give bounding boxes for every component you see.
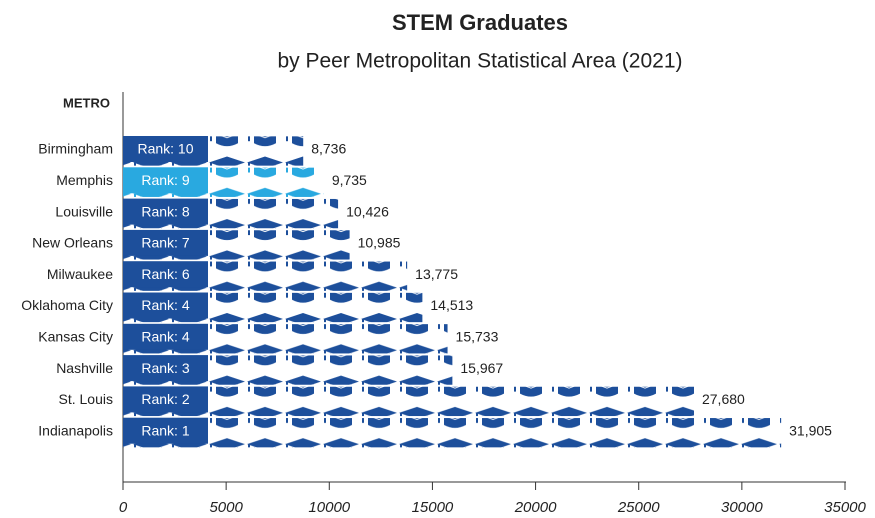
bar [123, 386, 694, 417]
value-label: 13,775 [415, 266, 458, 282]
value-label: 31,905 [789, 422, 832, 438]
y-tick-label: Memphis [56, 172, 113, 188]
x-tick-label: 10000 [308, 499, 350, 516]
rank-box [123, 136, 208, 162]
rank-label: Rank: 1 [141, 422, 189, 438]
rank-label: Rank: 8 [141, 203, 189, 219]
x-tick-label: 5000 [209, 499, 243, 516]
x-tick-label: 25000 [617, 499, 660, 516]
value-label: 14,513 [430, 297, 473, 313]
value-label: 27,680 [702, 391, 745, 407]
rank-label: Rank: 4 [141, 329, 189, 345]
y-tick-label: Birmingham [38, 141, 113, 157]
y-tick-label: St. Louis [59, 391, 113, 407]
x-tick-label: 20000 [514, 499, 557, 516]
value-label: 9,735 [332, 172, 367, 188]
y-tick-label: Oklahoma City [21, 297, 113, 313]
chart-subtitle: by Peer Metropolitan Statistical Area (2… [277, 50, 682, 73]
y-tick-label: Louisville [55, 203, 113, 219]
rank-box [123, 167, 208, 194]
rank-label: Rank: 9 [141, 172, 189, 188]
rank-label: Rank: 2 [141, 391, 189, 407]
rank-box [123, 292, 208, 319]
rank-label: Rank: 4 [141, 297, 189, 313]
value-label: 8,736 [311, 141, 346, 157]
y-tick-label: Kansas City [38, 329, 113, 345]
y-tick-label: New Orleans [32, 235, 113, 251]
rank-label: Rank: 10 [137, 141, 193, 157]
rank-box [123, 386, 208, 413]
y-tick-label: Milwaukee [47, 266, 113, 282]
value-label: 10,985 [358, 235, 401, 251]
y-axis-title: METRO [63, 95, 110, 110]
value-label: 10,426 [346, 203, 389, 219]
y-tick-label: Nashville [56, 360, 113, 376]
rank-label: Rank: 3 [141, 360, 189, 376]
bar [123, 418, 782, 448]
rank-box [123, 229, 208, 256]
x-tick-label: 15000 [412, 499, 454, 516]
x-tick-label: 0 [119, 499, 128, 516]
rank-box [123, 417, 208, 444]
rank-box [123, 198, 208, 225]
rank-label: Rank: 6 [141, 266, 189, 282]
value-label: 15,733 [456, 329, 499, 345]
value-label: 15,967 [460, 360, 503, 376]
y-tick-label: Indianapolis [38, 422, 113, 438]
rank-box [123, 323, 208, 350]
rank-label: Rank: 7 [141, 235, 189, 251]
rank-box [123, 261, 208, 288]
x-tick-label: 35000 [824, 499, 866, 516]
chart-title: STEM Graduates [392, 10, 568, 35]
x-tick-label: 30000 [721, 499, 763, 516]
rank-box [123, 355, 208, 382]
